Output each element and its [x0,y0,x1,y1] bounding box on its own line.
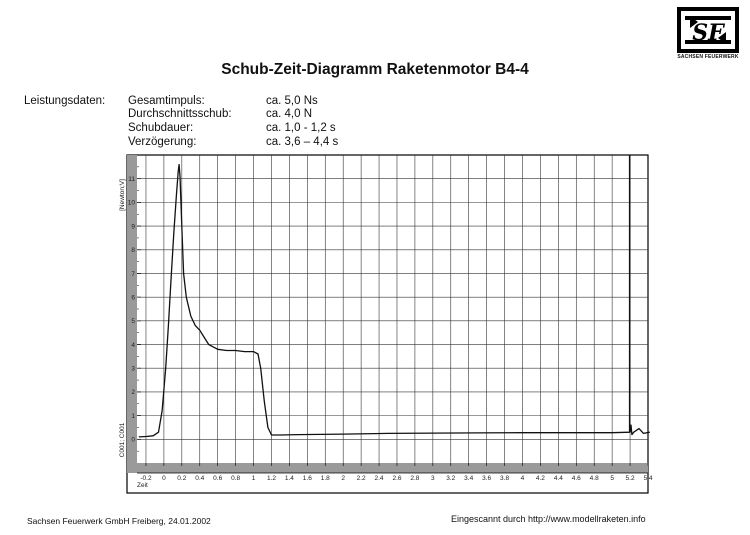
x-tick-label: 3.8 [500,475,509,482]
performance-value: ca. 1,0 - 1,2 s [266,122,336,134]
x-tick-label: 1.2 [267,475,276,482]
y-tick-label: 5 [131,318,135,325]
logo-caption: SACHSEN FEUERWERK [677,54,739,60]
logo-lettering: SF [692,20,725,46]
y-axis-channel-label: C001; C001 [119,422,126,457]
x-tick-label: 0 [162,475,166,482]
performance-value: ca. 4,0 N [266,108,313,120]
x-axis-strip [127,463,648,473]
x-tick-label: 5.2 [626,475,635,482]
x-tick-label: 4.2 [536,475,545,482]
x-tick-label: 0.8 [231,475,240,482]
footer-source: Eingescannt durch http://www.modellraket… [451,514,646,524]
y-tick-label: 11 [128,176,135,183]
performance-name: Gesamtimpuls: [128,95,205,107]
series-group [138,155,650,438]
x-tick-label: 5.4 [643,475,652,482]
x-tick-label: 5 [610,475,614,482]
x-tick-label: 1.4 [285,475,294,482]
x-tick-label: 3.6 [482,475,491,482]
x-tick-label: 3 [431,475,435,482]
thrust-curve [138,163,650,438]
performance-label: Leistungsdaten: [24,95,106,107]
x-tick-label: 3.4 [464,475,473,482]
grid [137,155,648,463]
x-tick-label: -0.2 [140,475,152,482]
chart-frame [126,154,649,494]
x-tick-label: 2.6 [392,475,401,482]
footer-company: Sachsen Feuerwerk GmbH Freiberg, 24.01.2… [27,516,211,526]
x-tick-label: 4.4 [554,475,563,482]
y-tick-label: 6 [131,294,135,301]
ticks: -0.2 0 0.2 0.4 0.6 0.8 1 1.2 1.4 1.6 1.8 2 2.2 2.4 2.6… [128,166,653,482]
sachsen-feuerwerk-logo: SF [677,7,739,53]
x-axis-title: Zeit [137,482,148,489]
x-tick-label: 2 [341,475,345,482]
performance-value: ca. 3,6 – 4,4 s [266,136,339,148]
x-tick-label: 3.2 [446,475,455,482]
y-axis-title: [Newton;V] [119,179,126,211]
x-tick-label: 2.2 [357,475,366,482]
y-tick-label: 10 [128,200,136,207]
page-title: Schub-Zeit-Diagramm Raketenmotor B4-4 [221,61,529,78]
x-tick-label: 0.6 [213,475,222,482]
y-tick-label: 9 [131,223,135,230]
y-tick-label: 4 [131,342,135,349]
x-tick-label: 4 [521,475,525,482]
x-tick-label: 4.8 [590,475,599,482]
y-tick-label: 8 [131,247,135,254]
y-tick-label: 1 [131,413,135,420]
x-tick-label: 2.8 [410,475,419,482]
performance-name: Verzögerung: [128,136,197,148]
performance-value: ca. 5,0 Ns [266,95,318,107]
x-tick-label: 0.4 [195,475,204,482]
x-tick-label: 1.8 [321,475,330,482]
y-tick-label: 3 [131,366,135,373]
x-tick-label: 2.4 [375,475,384,482]
x-tick-label: 4.6 [572,475,581,482]
y-tick-label: 2 [131,389,135,396]
performance-name: Schubdauer: [128,122,194,134]
x-tick-label: 1.6 [303,475,312,482]
y-tick-label: 0 [131,437,135,444]
y-tick-label: 7 [131,271,135,278]
x-tick-label: 1 [252,475,256,482]
performance-name: Durchschnittsschub: [128,108,232,120]
y-axis-strip [127,155,137,463]
x-tick-label: 0.2 [177,475,186,482]
